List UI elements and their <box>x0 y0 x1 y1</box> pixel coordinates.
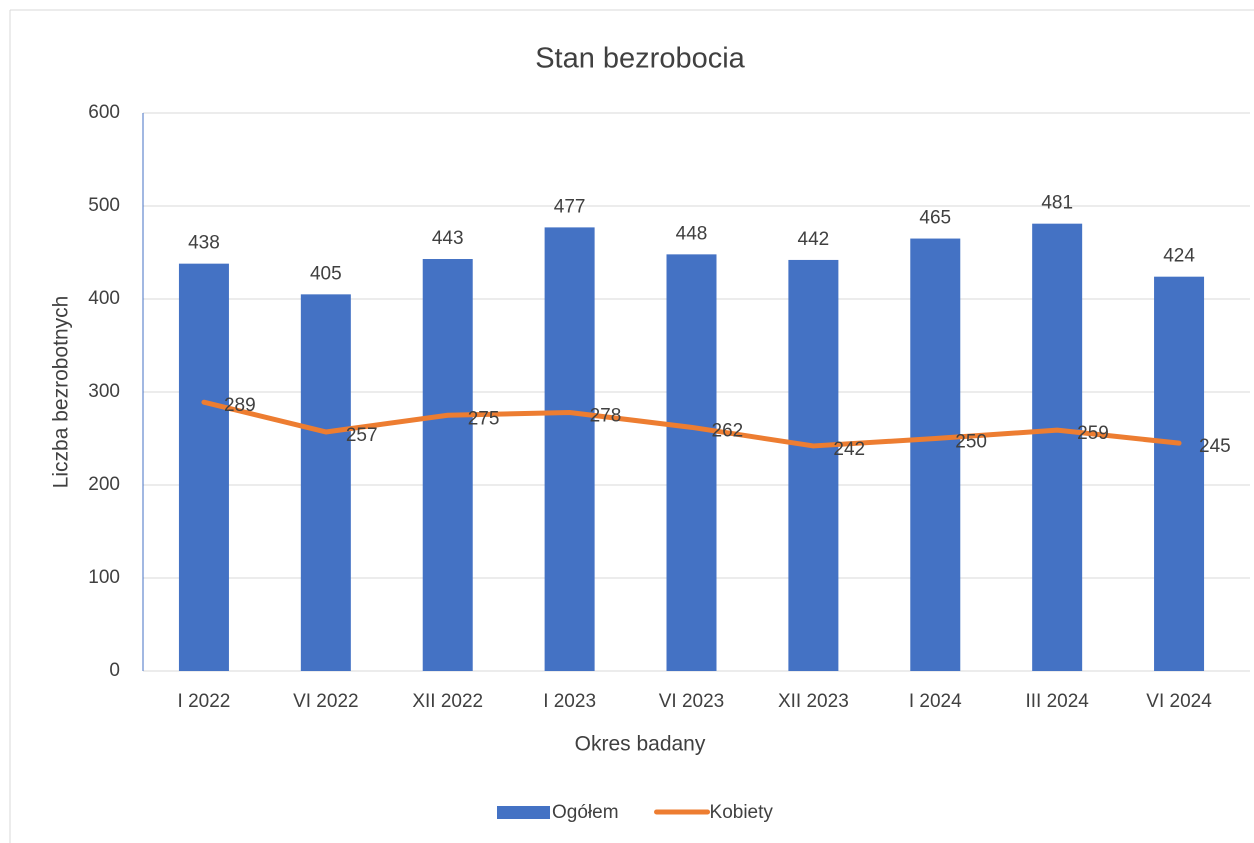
y-tick-label: 100 <box>88 567 120 588</box>
data-label: 424 <box>1163 246 1195 267</box>
x-tick-label: VI 2022 <box>293 691 359 712</box>
x-tick-label: I 2023 <box>543 691 596 712</box>
data-label: 250 <box>955 432 987 453</box>
x-tick-label: VI 2024 <box>1146 691 1212 712</box>
x-tick-label: I 2022 <box>178 691 231 712</box>
data-label: 405 <box>310 263 342 284</box>
y-tick-label: 200 <box>88 474 120 495</box>
data-label: 278 <box>590 405 622 426</box>
y-tick-label: 400 <box>88 288 120 309</box>
bar <box>788 259 839 671</box>
data-label: 448 <box>676 223 708 244</box>
y-tick-label: 0 <box>109 660 120 681</box>
chart-title: Stan bezrobocia <box>535 43 745 75</box>
bar <box>178 263 229 671</box>
y-tick-label: 300 <box>88 381 120 402</box>
legend-label: Kobiety <box>710 802 774 823</box>
data-label: 262 <box>712 420 744 441</box>
x-tick-label: III 2024 <box>1025 691 1089 712</box>
data-label: 259 <box>1077 423 1109 444</box>
data-label: 289 <box>224 395 256 416</box>
data-label: 443 <box>432 228 464 249</box>
x-axis-title: Okres badany <box>575 733 706 756</box>
data-label: 481 <box>1041 193 1073 214</box>
bar <box>666 254 717 672</box>
data-label: 275 <box>468 408 500 429</box>
legend-swatch <box>497 806 550 819</box>
legend-label: Ogółem <box>552 802 619 823</box>
y-tick-label: 500 <box>88 195 120 216</box>
bar <box>544 227 595 671</box>
bar <box>910 238 961 672</box>
bar <box>1032 223 1083 672</box>
line <box>201 399 1182 449</box>
data-label: 257 <box>346 425 378 446</box>
data-label: 242 <box>833 439 865 460</box>
bar <box>1154 276 1205 671</box>
x-tick-label: VI 2023 <box>659 691 725 712</box>
y-axis-title: Liczba bezrobotnych <box>50 296 73 489</box>
x-tick-label: I 2024 <box>909 691 962 712</box>
x-tick-label: XII 2023 <box>778 691 849 712</box>
data-label: 477 <box>554 196 586 217</box>
bar <box>422 259 473 671</box>
x-tick-label: XII 2022 <box>412 691 483 712</box>
data-label: 465 <box>919 208 951 229</box>
bar <box>300 294 351 671</box>
y-tick-label: 600 <box>88 102 120 123</box>
data-label: 438 <box>188 233 220 254</box>
data-label: 442 <box>798 229 830 250</box>
data-label: 245 <box>1199 436 1231 457</box>
